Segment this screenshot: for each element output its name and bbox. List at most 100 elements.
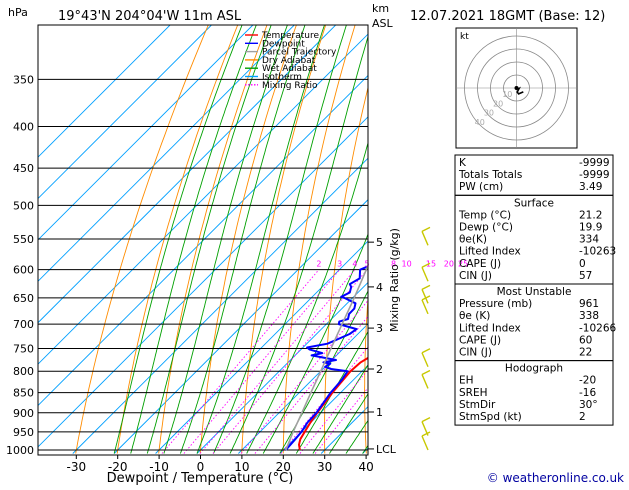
wind-barb-flag (421, 295, 431, 301)
plot-frame (37, 24, 369, 456)
height-tick-label: 1 (376, 406, 383, 419)
wind-barbs (421, 226, 431, 451)
height-tick-label: 5 (376, 236, 383, 249)
hodograph-kt-label: kt (460, 32, 469, 42)
height-tick-label: 2 (376, 363, 383, 376)
isotherm-line (238, 323, 368, 454)
wind-barb (421, 295, 431, 315)
skewt-plot-area (38, 25, 368, 454)
temperature-tick-label: 0 (197, 460, 205, 474)
legend-label: Temperature (261, 31, 319, 41)
hodograph-ring-label: 40 (475, 118, 485, 127)
stats-value: 0 (579, 258, 586, 270)
temperature-tick-label: -20 (108, 460, 128, 474)
pressure-tick-label: 450 (13, 162, 34, 175)
wet-adiabat-line (229, 35, 368, 454)
height-tick-label: LCL (376, 443, 397, 456)
mixing-ratio-label: 25 (458, 260, 468, 269)
legend-label: Wet Adiabat (262, 64, 317, 74)
stats-value: 60 (579, 334, 592, 346)
stats-box-hodograph (454, 360, 614, 426)
mixing-ratio-label: 5 (364, 260, 369, 269)
wind-barb-flag (421, 416, 431, 423)
stats-value: 22 (579, 347, 592, 359)
stats-label: CAPE (J) (459, 258, 501, 270)
stats-value: 334 (579, 234, 599, 246)
dry-adiabat-line (241, 25, 327, 454)
wet-adiabat-line (146, 25, 272, 454)
legend-label: Dewpoint (262, 39, 305, 49)
km-label: km (372, 2, 389, 15)
stats-label: θe (K) (459, 310, 490, 322)
hodograph-ring-label: 30 (484, 109, 494, 118)
wind-barb-flag (421, 262, 431, 268)
x-axis-title: Dewpoint / Temperature (°C) (107, 471, 294, 486)
pressure-tick-label: 600 (13, 264, 34, 277)
temperature-tick-label: -30 (66, 460, 86, 474)
hodograph-ring-label: 10 (502, 90, 512, 99)
wet-adiabat-line (213, 25, 347, 454)
isotherm-line (155, 240, 368, 454)
wet-adiabat-line (179, 25, 306, 454)
dry-adiabat-line (324, 85, 368, 454)
wind-barb (421, 431, 431, 451)
pressure-tick-label: 750 (13, 342, 34, 355)
stats-label: K (459, 157, 467, 169)
stats-value: -10266 (579, 322, 617, 334)
wind-barb-flag (421, 348, 431, 354)
mixing-ratio-label: 10 (401, 260, 411, 269)
stats-label: Pressure (mb) (459, 298, 532, 310)
height-axis: 1 2 3 4 5 LCL (368, 236, 397, 456)
wind-barb (421, 262, 431, 282)
mixing-ratio-line (212, 269, 368, 454)
stats-value: 30° (579, 399, 598, 411)
dewpoint-line (285, 265, 368, 451)
pressure-tick-label: 1000 (6, 444, 34, 457)
wet-adiabat-line (295, 330, 368, 454)
pressure-tick-label: 550 (13, 233, 34, 246)
mixing-ratio-axis-title: Mixing Ratio (g/kg) (388, 228, 401, 332)
hodograph-trace (516, 86, 524, 95)
wind-barb-staff (421, 231, 429, 246)
stats-label: CAPE (J) (459, 334, 501, 346)
stats-label: Lifted Index (459, 322, 521, 334)
pressure-tick-label: 400 (13, 121, 34, 134)
wet-adiabat-line (196, 25, 325, 454)
stats-value: -9999 (579, 157, 610, 169)
mixing-ratio-line (314, 387, 368, 454)
stats-label: CIN (J) (459, 347, 492, 359)
dry-adiabat-line (75, 25, 209, 454)
mixing-ratio-label: 2 (316, 260, 321, 269)
wind-barb (421, 348, 431, 368)
mixing-ratio-label: 8 (391, 260, 396, 269)
pressure-tick-label: 800 (13, 365, 34, 378)
stats-label: CIN (J) (459, 270, 492, 282)
stats-value: 3.49 (579, 181, 602, 193)
stats-label: StmDir (459, 399, 496, 411)
stats-label: SREH (459, 387, 488, 399)
legend-label: Parcel Trajectory (262, 48, 337, 58)
mixing-ratio-lines (161, 269, 368, 454)
stats-label: θe(K) (459, 234, 487, 246)
isobar-lines (38, 78, 368, 451)
mixing-ratio-label: 4 (352, 260, 357, 269)
isotherm-line (38, 25, 212, 200)
wind-barb-staff (421, 299, 429, 315)
legend-label: Mixing Ratio (262, 81, 318, 91)
temperature-tick-label: -10 (149, 460, 169, 474)
location-title: 19°43'N 204°04'W 11m ASL (58, 9, 242, 24)
temperature-tick-label: 30 (317, 460, 332, 474)
mixing-ratio-labels: 2 3 4 5 8 10 15 20 25 (316, 260, 468, 269)
hpa-label: hPa (8, 6, 28, 19)
wind-barb-flag (421, 226, 431, 232)
isotherm-line (196, 281, 368, 454)
wind-barb-staff (421, 374, 429, 389)
wet-adiabat-line (163, 25, 288, 454)
wind-barb-staff (421, 435, 429, 451)
wind-barb-flag (421, 369, 431, 376)
stats-section-title: Hodograph (505, 363, 563, 375)
